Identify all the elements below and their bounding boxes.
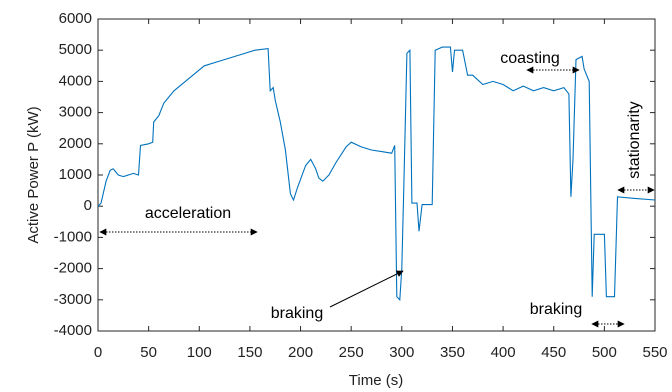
y-tick-label: 4000 <box>59 72 92 89</box>
x-tick-label: 100 <box>187 344 212 361</box>
x-tick-label: 50 <box>140 344 157 361</box>
y-tick-label: 1000 <box>59 166 92 183</box>
y-tick-label: -1000 <box>54 228 92 245</box>
annotation: braking <box>530 301 582 318</box>
x-tick-label: 0 <box>94 344 102 361</box>
y-tick-label: 3000 <box>59 104 92 121</box>
x-tick-label: 300 <box>389 344 414 361</box>
y-tick-label: 5000 <box>59 41 92 58</box>
annotation: acceleration <box>145 205 231 222</box>
x-tick-label: 500 <box>592 344 617 361</box>
annotation: braking <box>271 305 323 322</box>
y-tick-label: -3000 <box>54 291 92 308</box>
x-axis-label: Time (s) <box>349 372 403 389</box>
x-tick-label: 400 <box>491 344 516 361</box>
x-tick-label: 200 <box>288 344 313 361</box>
x-tick-label: 350 <box>440 344 465 361</box>
y-tick-label: -4000 <box>54 322 92 339</box>
y-tick-label: 0 <box>84 197 92 214</box>
annotation-arrow <box>329 270 404 308</box>
x-tick-label: 150 <box>237 344 262 361</box>
y-tick-label: 6000 <box>59 10 92 27</box>
x-tick-label: 250 <box>339 344 364 361</box>
annotation: coasting <box>500 50 560 67</box>
y-tick-label: 2000 <box>59 135 92 152</box>
x-tick-label: 450 <box>541 344 566 361</box>
y-axis-label: Active Power P (kW) <box>25 106 42 243</box>
data-line <box>97 46 656 302</box>
y-tick-label: -2000 <box>54 260 92 277</box>
x-tick-label: 550 <box>642 344 667 361</box>
annotation: stationarity <box>626 101 643 178</box>
